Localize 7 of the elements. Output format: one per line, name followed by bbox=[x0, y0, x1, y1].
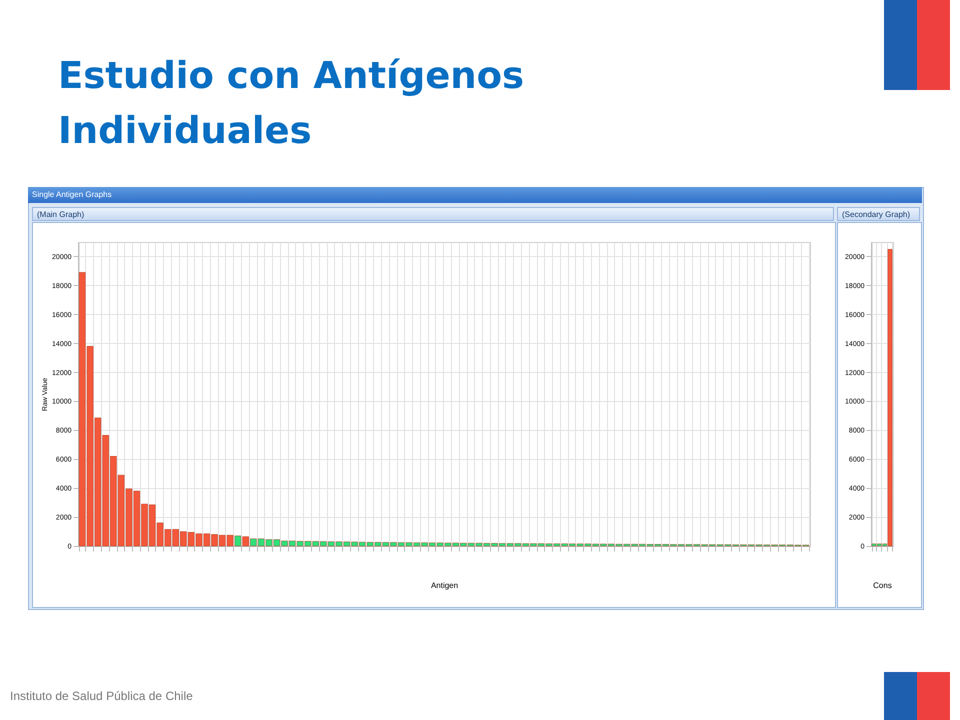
chart-title: Estudio con Antígenos Individuales bbox=[58, 53, 526, 154]
x-axis-title: Antigen bbox=[430, 581, 458, 590]
text: Single Antigen Graphs bbox=[28, 187, 922, 203]
x-axis-title: Cons bbox=[873, 581, 892, 590]
chart-subtitle: (Main Graph) bbox=[32, 207, 834, 221]
text: Instituto de Salud Pública de Chile bbox=[10, 689, 193, 703]
chart-title: (Secondary Graph) bbox=[837, 207, 920, 221]
